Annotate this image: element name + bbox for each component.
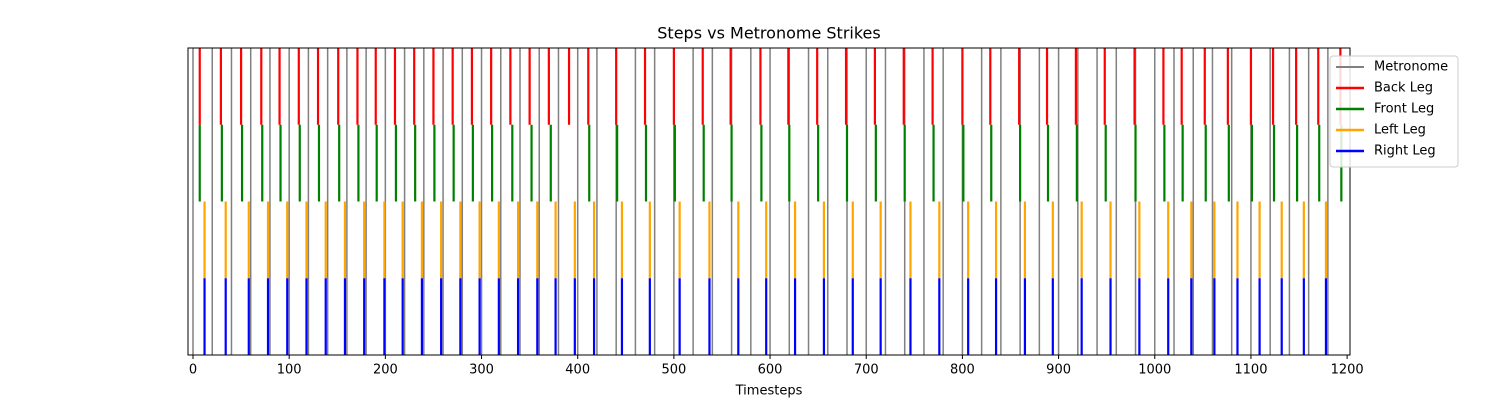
x-tick-label: 400 xyxy=(565,363,590,378)
legend-label: Left Leg xyxy=(1374,123,1426,138)
x-tick-label: 1100 xyxy=(1234,363,1267,378)
x-axis-label: Timesteps xyxy=(735,384,803,399)
x-tick-label: 300 xyxy=(469,363,494,378)
x-tick-label: 1000 xyxy=(1138,363,1171,378)
plot-frame xyxy=(187,47,1351,356)
x-tick-label: 500 xyxy=(661,363,686,378)
legend-box xyxy=(1329,55,1459,168)
legend-label: Front Leg xyxy=(1374,102,1434,117)
x-tick-label: 700 xyxy=(854,363,879,378)
legend-label: Metronome xyxy=(1374,60,1448,75)
x-tick-label: 1200 xyxy=(1331,363,1364,378)
legend-label: Back Leg xyxy=(1374,81,1433,96)
chart-title: Steps vs Metronome Strikes xyxy=(657,24,880,43)
x-tick-label: 800 xyxy=(950,363,975,378)
legend-label: Right Leg xyxy=(1374,144,1436,159)
x-tick-label: 100 xyxy=(277,363,302,378)
x-tick-label: 200 xyxy=(373,363,398,378)
x-tick-label: 0 xyxy=(189,363,197,378)
x-tick-label: 600 xyxy=(758,363,783,378)
x-tick-label: 900 xyxy=(1046,363,1071,378)
